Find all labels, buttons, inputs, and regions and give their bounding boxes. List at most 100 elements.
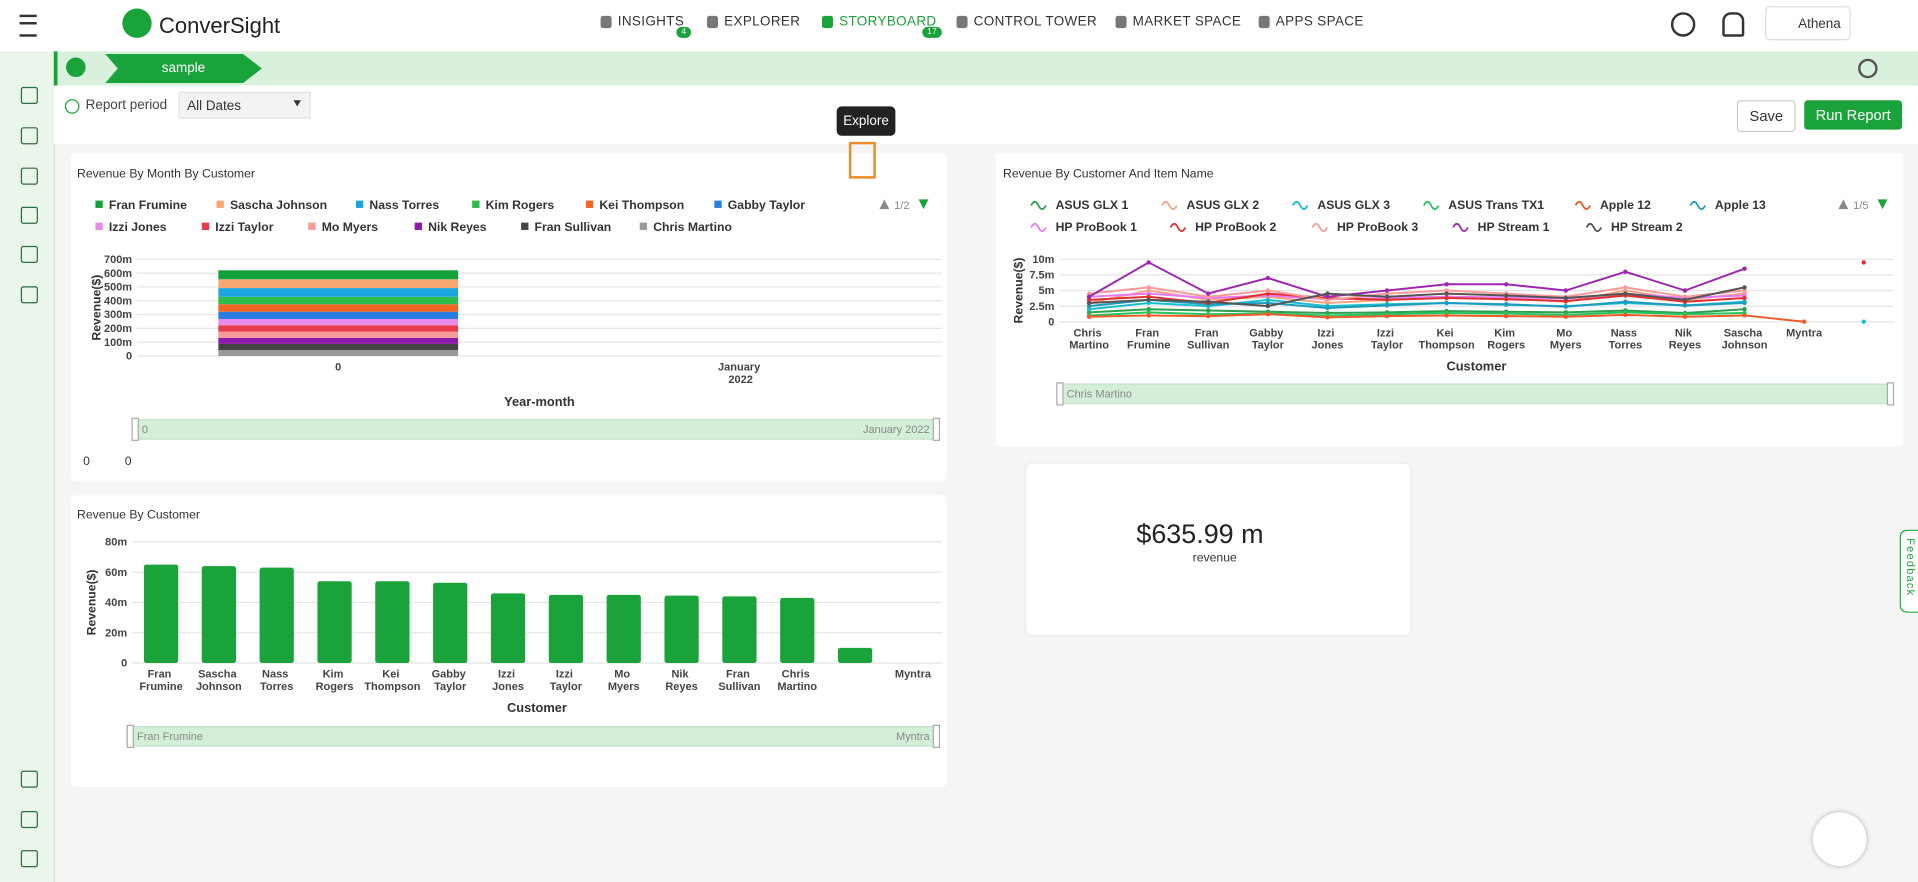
nav-item[interactable]: INSIGHTS xyxy=(617,14,685,30)
nav-badge: 17 xyxy=(922,26,942,38)
x-tick-label-line: Torres xyxy=(1609,340,1642,352)
x-tick-label-line: Myers xyxy=(608,681,640,693)
bar xyxy=(722,596,757,663)
bar-segment xyxy=(218,325,459,332)
user-menu[interactable]: Athena xyxy=(1765,6,1851,41)
settings-icon[interactable] xyxy=(1858,58,1878,79)
logo xyxy=(122,8,152,38)
point xyxy=(1265,312,1271,317)
bar xyxy=(780,597,815,663)
legend-label: Nik Reyes xyxy=(428,220,487,234)
legend-label: Nass Torres xyxy=(369,198,439,212)
slider-handle xyxy=(932,417,941,441)
nav-item[interactable]: MARKET SPACE xyxy=(1132,14,1242,30)
brand: ConverSight xyxy=(159,13,281,38)
x-tick-label-line: Nass xyxy=(262,669,291,681)
legend-swatch xyxy=(1292,200,1309,211)
bar-segment xyxy=(218,279,459,289)
x-tick-label: January 2022 xyxy=(718,362,763,386)
sidebar-icon[interactable] xyxy=(20,810,38,829)
point xyxy=(1444,291,1449,296)
slider-start: 0 xyxy=(142,424,148,436)
slider-start: Chris Martino xyxy=(1067,389,1132,401)
bar-segment xyxy=(218,337,459,344)
legend-swatch xyxy=(1311,222,1328,233)
nav-icon xyxy=(821,15,833,29)
point xyxy=(1146,260,1151,265)
sidebar-icon[interactable] xyxy=(20,286,38,304)
y-tick-label: 80m xyxy=(105,537,127,549)
sidebar-icon[interactable] xyxy=(20,850,38,868)
bar xyxy=(143,564,179,663)
likes[interactable]: 0 xyxy=(83,455,90,469)
point xyxy=(1086,297,1092,303)
point xyxy=(1444,282,1449,287)
x-tick-label-line: Izzi xyxy=(1377,327,1397,339)
x-tick-label-line: Izzi xyxy=(556,669,576,681)
point xyxy=(1682,288,1688,293)
x-tick-label: Myntra xyxy=(895,669,932,681)
point xyxy=(1623,288,1628,293)
nav-item[interactable]: CONTROL TOWER xyxy=(973,14,1098,30)
legend-swatch xyxy=(1689,200,1706,211)
comments[interactable]: 0 xyxy=(124,455,132,469)
x-tick-label-line: Johnson xyxy=(196,681,242,693)
x-tick-label: Izzi Jones xyxy=(492,669,524,693)
zoom-slider xyxy=(1058,383,1892,405)
y-tick-label: 20m xyxy=(105,627,127,639)
save-button[interactable]: Save xyxy=(1736,100,1796,133)
x-tick-label-line: Sullivan xyxy=(1187,340,1229,352)
x-tick-label-line: Kim xyxy=(1494,327,1518,339)
x-tick-label-line: Nik xyxy=(1675,327,1695,339)
point xyxy=(1265,300,1271,306)
nav-item[interactable]: STORYBOARD xyxy=(839,14,937,30)
sidebar-icon[interactable] xyxy=(20,770,38,788)
legend-prev xyxy=(1838,199,1849,210)
legend-swatch xyxy=(639,222,648,230)
point xyxy=(1384,303,1390,308)
help-icon[interactable] xyxy=(1670,12,1696,37)
legend-label: ASUS GLX 1 xyxy=(1056,198,1129,212)
y-tick-label: 0 xyxy=(1048,316,1054,328)
sidebar-icon[interactable] xyxy=(20,127,38,145)
point xyxy=(1682,303,1688,308)
nav-item[interactable]: APPS SPACE xyxy=(1275,14,1364,30)
bar-segment xyxy=(218,296,459,305)
x-tick-label-line: Torres xyxy=(260,681,293,693)
legend-prev xyxy=(879,199,890,210)
x-tick-label-line: Fran xyxy=(1135,327,1162,339)
explore-highlight[interactable] xyxy=(848,141,876,179)
point xyxy=(1325,315,1330,320)
menu-icon[interactable] xyxy=(19,14,37,37)
point xyxy=(1861,319,1866,324)
x-tick-label-line: Fran xyxy=(1195,327,1222,339)
legend-swatch xyxy=(585,200,594,208)
feedback-tab[interactable]: Feedback xyxy=(1899,529,1918,613)
assistant-button[interactable] xyxy=(1812,812,1867,867)
x-tick-label-line: Frumine xyxy=(1127,340,1170,352)
point xyxy=(1325,305,1330,311)
sidebar-icon[interactable] xyxy=(20,245,38,263)
y-tick-label: 400m xyxy=(104,295,132,307)
filter-select[interactable]: All Dates xyxy=(178,91,311,119)
tab[interactable]: sample xyxy=(105,53,262,84)
run-button[interactable]: Run Report xyxy=(1804,100,1903,130)
nav-item[interactable]: EXPLORER xyxy=(724,14,801,30)
x-tick-label-line: Fran xyxy=(148,669,175,681)
sidebar-icon[interactable] xyxy=(20,206,38,224)
sidebar-icon[interactable] xyxy=(20,86,38,104)
bell-icon[interactable] xyxy=(1722,12,1745,37)
x-tick-label: Kei Thompson xyxy=(364,669,420,693)
sidebar-icon[interactable] xyxy=(20,167,38,185)
point xyxy=(1206,308,1211,313)
x-tick-label-line: Kei xyxy=(382,669,402,681)
legend-swatch xyxy=(521,222,529,230)
point xyxy=(1086,310,1092,315)
x-tick-label: Chris Martino xyxy=(1069,327,1109,351)
point xyxy=(1146,313,1151,318)
legend-swatch xyxy=(1452,222,1469,233)
point xyxy=(1265,291,1271,296)
legend-page: 1/5 xyxy=(1853,200,1868,212)
bar xyxy=(201,566,236,663)
